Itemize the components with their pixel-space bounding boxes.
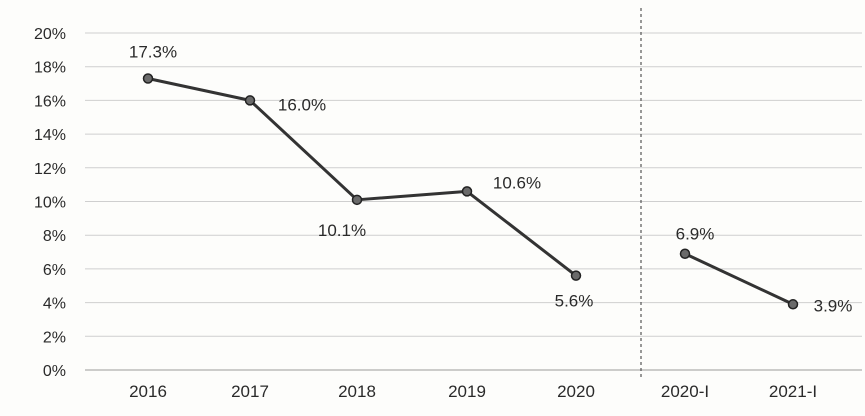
y-tick-label: 2% [43,329,66,346]
x-tick-label: 2016 [129,382,167,401]
x-tick-label: 2020-I [661,382,709,401]
grid-layer [85,8,862,378]
y-tick-label: 10% [34,195,66,212]
data-label: 5.6% [555,292,594,311]
data-label: 10.1% [318,221,366,240]
data-point [461,186,473,197]
x-tick-label: 2019 [448,382,486,401]
y-tick-label: 12% [34,161,66,178]
y-tick-label: 18% [34,60,66,77]
data-label: 17.3% [129,42,177,61]
data-point [142,73,154,84]
data-point [570,270,582,281]
data-point [351,194,363,206]
y-tick-label: 0% [43,363,66,380]
axis-layer: 0% 2% 4% 6% 8% 10% 12% 14% 16% 18% 20% 2016 2017 2018… [34,26,817,401]
series-layer [142,73,799,310]
y-tick-label: 14% [34,127,66,144]
y-tick-label: 8% [43,228,66,245]
data-label: 6.9% [676,225,715,244]
data-point [787,299,799,310]
data-point [244,95,256,106]
y-tick-label: 20% [34,26,66,43]
data-label: 10.6% [493,173,541,192]
x-tick-label: 2021-I [769,382,817,401]
series-line [684,252,794,306]
x-tick-label: 2018 [338,382,376,401]
y-tick-label: 4% [43,296,66,313]
data-label: 16.0% [278,95,326,114]
x-tick-label: 2017 [231,382,269,401]
y-tick-label: 16% [34,93,66,110]
x-tick-label: 2020 [557,382,595,401]
label-layer: 17.3% 16.0% 10.1% 10.6% 5.6% 6.9% 3.9% [129,42,852,315]
y-tick-label: 6% [43,262,66,279]
data-label: 3.9% [814,296,853,315]
data-point [679,248,691,259]
